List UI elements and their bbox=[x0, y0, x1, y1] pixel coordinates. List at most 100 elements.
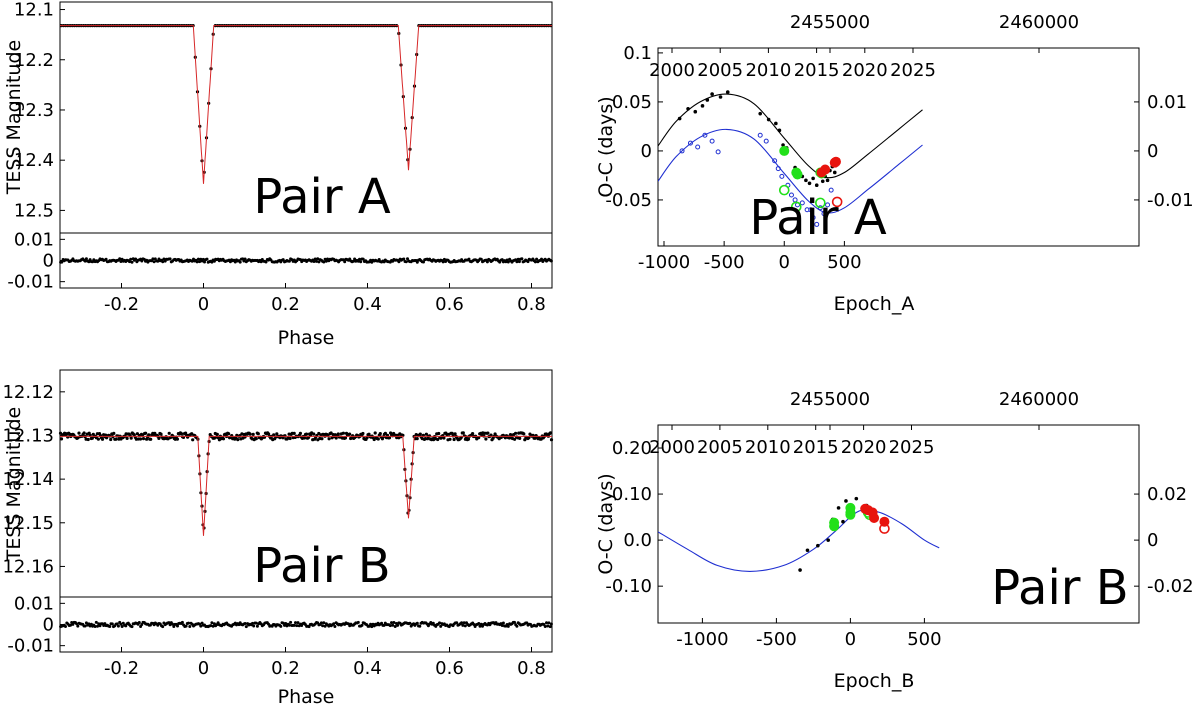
x-axis-label: Epoch_B bbox=[834, 670, 915, 692]
residual-point bbox=[533, 260, 537, 264]
residual-point bbox=[130, 625, 134, 629]
data-point bbox=[461, 431, 465, 435]
residual-point bbox=[408, 621, 412, 625]
data-point bbox=[343, 436, 348, 440]
residual-point bbox=[94, 620, 98, 624]
y-tick-label: 12.4 bbox=[14, 150, 54, 171]
new-point-primary bbox=[869, 513, 880, 524]
residuals-pair-b: 0.010-0.01-0.2 0 0.2 0.4 0.6 0.8 Phase bbox=[7, 593, 553, 706]
data-point bbox=[272, 433, 276, 437]
residual-point bbox=[549, 259, 553, 263]
x-tick-label: 0 bbox=[198, 658, 209, 679]
oc-point-secondary bbox=[810, 215, 816, 221]
residual-point bbox=[477, 622, 481, 625]
x-tick-label: 0.8 bbox=[517, 658, 546, 679]
data-point bbox=[77, 431, 81, 435]
data-point bbox=[437, 431, 441, 436]
residual-point bbox=[322, 621, 326, 625]
y-axis-label: O-C (days) bbox=[595, 96, 617, 197]
data-point bbox=[275, 432, 279, 436]
y-tick-label: 0.1 bbox=[623, 43, 652, 64]
y-tick-label: 0 bbox=[43, 251, 54, 272]
year-tick-label: 2015 bbox=[794, 60, 840, 81]
data-point bbox=[227, 432, 231, 436]
data-point bbox=[114, 437, 118, 441]
data-point bbox=[129, 436, 133, 440]
right-tick-label: 0 bbox=[1147, 530, 1158, 551]
residual-point bbox=[422, 260, 425, 264]
residual-point bbox=[243, 257, 247, 261]
residual-point bbox=[287, 623, 291, 627]
data-point bbox=[144, 431, 148, 435]
new-point-secondary bbox=[879, 523, 890, 534]
data-point bbox=[179, 432, 184, 436]
residual-point bbox=[312, 260, 316, 263]
data-point bbox=[466, 437, 471, 441]
oc-point-primary bbox=[805, 548, 810, 553]
residual-point bbox=[128, 260, 131, 264]
y-tick-label: -0.10 bbox=[605, 576, 652, 597]
residual-point bbox=[289, 620, 293, 624]
y-tick-label: 12.1 bbox=[14, 0, 54, 21]
residual-point bbox=[93, 625, 97, 628]
residual-point bbox=[259, 260, 263, 264]
residual-point bbox=[545, 621, 548, 625]
residual-point bbox=[190, 259, 194, 263]
residual-point bbox=[120, 625, 124, 628]
residual-point bbox=[295, 624, 299, 628]
oc-point-primary bbox=[811, 176, 815, 181]
year-tick-label: 2010 bbox=[745, 60, 791, 81]
y-tick-label: 12.3 bbox=[14, 100, 54, 121]
y-tick-label: -0.01 bbox=[7, 636, 54, 657]
residual-point bbox=[252, 624, 256, 628]
residual-point bbox=[184, 624, 188, 628]
residual-point bbox=[243, 622, 247, 625]
year-tick-label: 2020 bbox=[841, 437, 887, 458]
data-point bbox=[86, 437, 90, 442]
residual-point bbox=[238, 260, 242, 264]
residual-point bbox=[361, 257, 365, 261]
y-tick-label: 0.20 bbox=[612, 438, 652, 459]
data-point bbox=[292, 431, 296, 435]
x-tick-label: 0 bbox=[845, 629, 856, 650]
y-tick-label: 12.16 bbox=[2, 556, 54, 577]
residual-point bbox=[264, 260, 268, 264]
right-tick-label: 0.02 bbox=[1147, 484, 1187, 505]
right-tick-label: 0.01 bbox=[1147, 92, 1187, 113]
x-tick-label: 500 bbox=[907, 629, 941, 650]
data-point bbox=[522, 432, 526, 436]
data-point bbox=[427, 434, 432, 438]
residual-point bbox=[161, 625, 165, 629]
data-point bbox=[302, 436, 307, 440]
tess-point-primary bbox=[829, 521, 840, 532]
residual-point bbox=[201, 257, 205, 261]
x-tick-label: 0.6 bbox=[435, 658, 464, 679]
residual-point bbox=[467, 257, 471, 261]
oc-point-primary bbox=[826, 538, 830, 542]
data-point bbox=[59, 437, 64, 441]
year-tick-label: 2015 bbox=[793, 437, 839, 458]
x-tick-label: 0.4 bbox=[353, 658, 382, 679]
residual-point bbox=[118, 257, 122, 261]
lightcurve-pair-a: 12.1 12.2 12.3 12.4 12.5 TESS Magnitude Pair… bbox=[3, 0, 553, 234]
fit-curve bbox=[658, 509, 940, 572]
residual-point bbox=[513, 620, 516, 624]
year-tick-label: 2025 bbox=[889, 437, 935, 458]
residual-point bbox=[485, 260, 489, 264]
data-point bbox=[471, 432, 475, 436]
x-tick-label: -1000 bbox=[676, 629, 728, 650]
residual-point bbox=[296, 621, 300, 625]
year-tick-label: 2010 bbox=[745, 437, 791, 458]
residual-point bbox=[501, 621, 505, 625]
residual-point bbox=[96, 624, 99, 628]
data-point bbox=[415, 437, 419, 441]
data-point bbox=[448, 437, 452, 441]
residual-point bbox=[60, 260, 64, 264]
x-tick-label: 0.6 bbox=[435, 294, 464, 315]
y-tick-label: 12.2 bbox=[14, 50, 54, 71]
data-point bbox=[66, 435, 70, 439]
data-point bbox=[304, 432, 309, 436]
oc-point-secondary bbox=[709, 138, 715, 144]
residual-point bbox=[460, 621, 464, 625]
residual-point bbox=[525, 621, 529, 625]
